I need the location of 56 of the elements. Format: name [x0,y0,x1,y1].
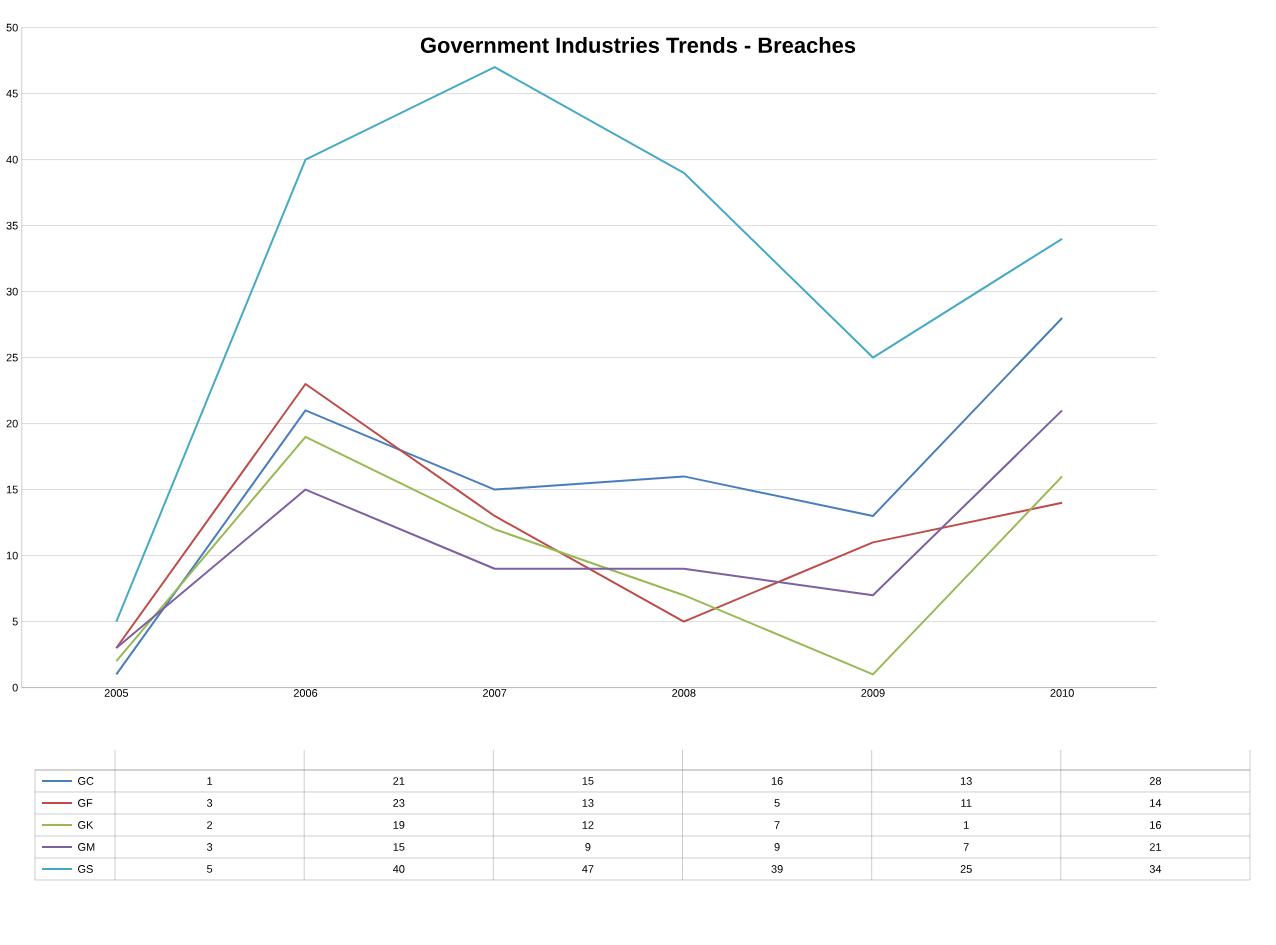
data-label: 13 [960,777,972,785]
legend-label: GC [78,777,94,785]
legend-label: GK [78,821,94,829]
y-tick-label: 45 [6,89,18,98]
data-label: 5 [207,865,213,873]
data-label: 47 [582,865,594,873]
data-label: 28 [1149,777,1162,785]
line-series [115,66,1064,623]
data-label: 5 [774,799,780,807]
data-label: 14 [1150,799,1162,807]
line-series [115,316,1064,676]
data-label: 2 [207,821,213,829]
data-label: 23 [393,799,405,807]
data-label: 12 [582,821,594,829]
y-tick-label: 10 [6,551,18,560]
y-tick-label: 25 [6,353,18,362]
line-series [115,435,1064,676]
x-tick-label: 2006 [293,689,318,697]
data-label: 16 [771,777,783,785]
data-label: 15 [582,777,594,785]
data-label: 21 [393,777,405,785]
y-tick-label: 20 [6,419,18,428]
y-tick-label: 35 [6,221,18,230]
data-label: 34 [1149,865,1162,873]
data-label: 3 [206,799,213,807]
data-label: 1 [963,821,969,829]
data-label: 39 [771,865,783,873]
data-label: 13 [582,799,594,807]
x-tick-label: 2009 [861,689,885,697]
y-tick-label: 15 [6,485,18,494]
data-label: 19 [393,821,405,829]
y-tick-label: 0 [12,683,18,692]
y-tick-label: 50 [6,23,18,32]
data-label: 16 [1150,821,1162,829]
data-label: 21 [1149,843,1161,851]
y-tick-label: 40 [6,155,18,164]
legend-label: GF [78,799,93,807]
data-label: 40 [392,865,405,873]
data-label: 9 [774,843,780,851]
x-tick-label: 2010 [1050,689,1074,697]
data-label: 3 [206,843,213,851]
x-tick-label: 2008 [672,689,696,697]
data-label: 15 [393,843,405,851]
data-label: 25 [960,865,972,873]
data-label: 1 [207,777,213,785]
data-label: 7 [774,821,780,829]
y-tick-label: 30 [6,287,18,296]
data-label: 11 [961,799,972,807]
y-tick-label: 5 [12,617,18,626]
data-label: 9 [585,843,591,851]
data-label: 7 [963,843,969,851]
chart-title: Government Industries Trends - Breaches [420,36,856,54]
legend-label: GM [78,843,95,851]
x-tick-label: 2005 [104,689,129,697]
legend-label: GS [78,865,93,873]
x-tick-label: 2007 [483,689,507,697]
